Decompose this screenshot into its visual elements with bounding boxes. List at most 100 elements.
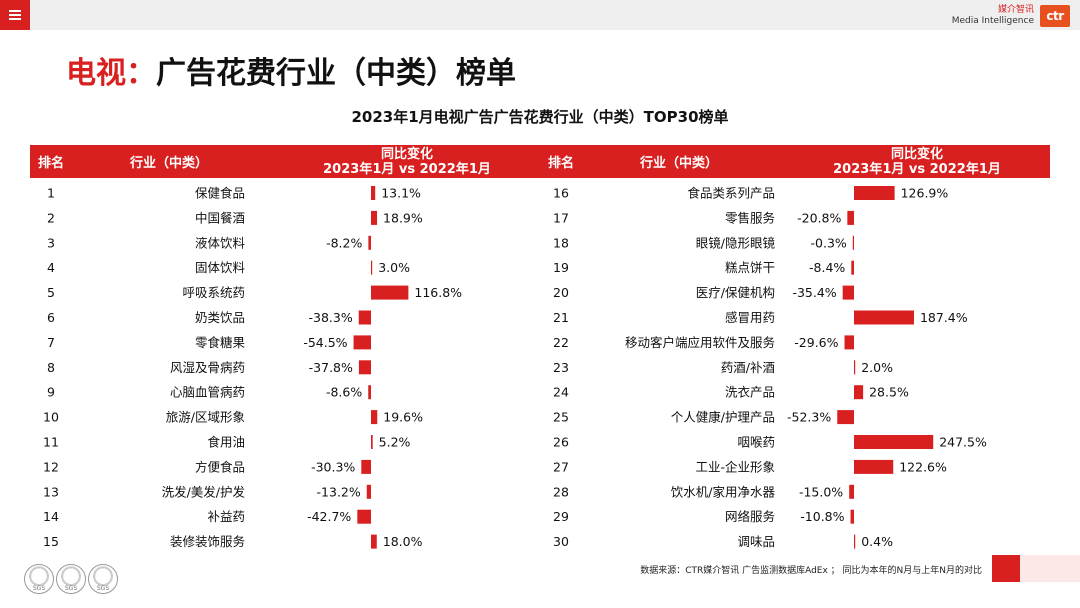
- category-label: 风湿及骨病药: [170, 360, 245, 375]
- rank-label: 17: [553, 210, 569, 225]
- hamburger-icon: [9, 10, 21, 20]
- data-bar: [854, 186, 895, 200]
- data-bar: [844, 335, 854, 350]
- data-label: -10.8%: [800, 509, 844, 524]
- rank-label: 27: [553, 459, 569, 474]
- data-bar: [854, 435, 934, 449]
- header-rank-right: 排名: [548, 156, 575, 171]
- brand-name-en: Media Intelligence: [951, 16, 1034, 26]
- data-label: -13.2%: [317, 484, 361, 499]
- category-label: 心脑血管病药: [170, 385, 245, 400]
- data-bar: [371, 410, 378, 425]
- category-label: 工业-企业形象: [695, 459, 775, 474]
- data-bar: [851, 260, 854, 275]
- rank-label: 16: [553, 186, 569, 201]
- category-label: 药酒/补酒: [721, 360, 775, 375]
- data-label: -0.3%: [811, 235, 847, 250]
- data-label: -38.3%: [309, 310, 353, 325]
- page-title-main: 广告花费行业（中类）榜单: [156, 56, 516, 91]
- category-label: 眼镜/隐形眼镜: [696, 235, 776, 250]
- data-label: -8.6%: [326, 385, 362, 400]
- data-label: 247.5%: [939, 435, 987, 450]
- data-bar: [371, 186, 376, 200]
- data-label: 5.2%: [379, 435, 411, 450]
- header-change-period: 2023年1月 vs 2022年1月: [833, 161, 1001, 177]
- data-bar: [358, 360, 371, 375]
- category-label: 旅游/区域形象: [166, 410, 245, 425]
- category-label: 食品类系列产品: [687, 186, 775, 201]
- header-industry-left: 行业（中类）: [130, 156, 209, 171]
- data-bar: [371, 260, 373, 275]
- data-bar: [847, 210, 854, 225]
- data-label: 3.0%: [378, 260, 410, 275]
- header-industry-right: 行业（中类）: [640, 156, 719, 171]
- data-bar: [854, 385, 864, 400]
- data-bar: [357, 509, 371, 524]
- data-label: 28.5%: [869, 385, 909, 400]
- header-change-period: 2023年1月 vs 2022年1月: [323, 161, 491, 177]
- footer-pink-block: [1020, 555, 1080, 582]
- data-bar: [353, 335, 371, 350]
- rank-label: 6: [47, 310, 55, 325]
- category-label: 感冒用药: [725, 310, 775, 325]
- table-header: 排名 行业（中类） 同比变化 2023年1月 vs 2022年1月 排名 行业（…: [30, 145, 1050, 178]
- rank-label: 13: [43, 484, 59, 499]
- category-label: 装修装饰服务: [170, 534, 245, 549]
- data-label: 2.0%: [861, 360, 893, 375]
- category-label: 食用油: [207, 435, 245, 450]
- data-source-note: 数据来源：CTR媒介智讯 广告监测数据库AdEx ； 同比为本年的N月与上年N月…: [640, 566, 982, 576]
- rank-label: 30: [553, 534, 569, 549]
- data-bar: [371, 534, 377, 549]
- header-change-title: 同比变化: [890, 146, 943, 162]
- footer-accent-block: [992, 555, 1020, 582]
- rank-label: 24: [553, 385, 569, 400]
- category-label: 补益药: [207, 509, 245, 524]
- rank-label: 9: [47, 385, 55, 400]
- data-label: 18.0%: [383, 534, 423, 549]
- data-label: 116.8%: [414, 285, 462, 300]
- rank-label: 2: [47, 210, 55, 225]
- data-label: 18.9%: [383, 210, 423, 225]
- ctr-logo-icon: ctr: [1040, 5, 1070, 27]
- data-label: -20.8%: [797, 210, 841, 225]
- category-label: 方便食品: [195, 459, 245, 474]
- header-rank-left: 排名: [38, 156, 65, 171]
- rank-label: 23: [553, 360, 569, 375]
- data-bar: [368, 235, 371, 250]
- rank-label: 11: [43, 435, 59, 450]
- data-label: -29.6%: [794, 335, 838, 350]
- category-label: 零食糖果: [195, 335, 246, 350]
- menu-button[interactable]: [0, 0, 30, 30]
- data-label: 122.6%: [899, 459, 947, 474]
- rank-label: 18: [553, 235, 569, 250]
- rank-label: 10: [43, 410, 59, 425]
- data-label: 126.9%: [901, 186, 949, 201]
- data-bar: [358, 310, 371, 325]
- data-label: 13.1%: [381, 186, 421, 201]
- data-bar: [852, 235, 854, 250]
- category-label: 固体饮料: [195, 260, 246, 275]
- rank-label: 14: [43, 509, 59, 524]
- rank-label: 29: [553, 509, 569, 524]
- brand-name-cn: 媒介智讯: [997, 5, 1034, 15]
- rank-label: 1: [47, 186, 55, 201]
- header-change-title: 同比变化: [380, 146, 433, 162]
- data-bar: [854, 534, 856, 549]
- category-label: 调味品: [737, 534, 775, 549]
- data-label: -54.5%: [303, 335, 347, 350]
- data-label: -8.4%: [809, 260, 845, 275]
- category-label: 呼吸系统药: [182, 285, 245, 300]
- rank-label: 20: [553, 285, 569, 300]
- data-bar: [371, 435, 373, 449]
- header-change-right: 同比变化 2023年1月 vs 2022年1月: [833, 145, 1001, 178]
- category-label: 洗发/美发/护发: [162, 484, 246, 499]
- rank-label: 5: [47, 285, 55, 300]
- data-label: -15.0%: [799, 484, 843, 499]
- data-bar: [368, 385, 371, 400]
- category-label: 糕点饼干: [725, 260, 775, 275]
- data-bar: [849, 484, 854, 499]
- header-change-left: 同比变化 2023年1月 vs 2022年1月: [323, 145, 491, 178]
- data-bar: [854, 360, 856, 375]
- category-label: 液体饮料: [195, 235, 246, 250]
